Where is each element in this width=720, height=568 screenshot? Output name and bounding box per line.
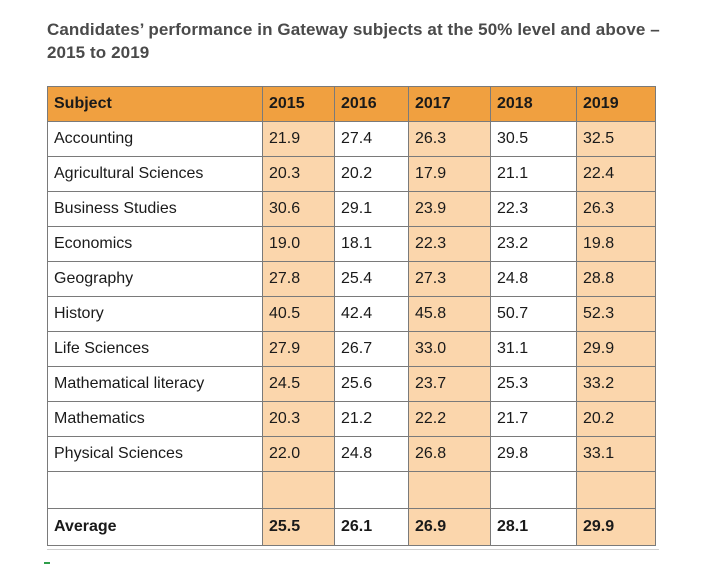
subject-cell: Agricultural Sciences bbox=[47, 156, 263, 192]
value-cell-2017: 22.2 bbox=[408, 401, 491, 437]
value-cell-2015: 27.9 bbox=[262, 331, 335, 367]
value-cell-2018: 24.8 bbox=[490, 261, 577, 297]
subject-cell: Life Sciences bbox=[47, 331, 263, 367]
subject-cell: Geography bbox=[47, 261, 263, 297]
subject-cell: Economics bbox=[47, 226, 263, 262]
subject-cell: Business Studies bbox=[47, 191, 263, 227]
average-cell-2016: 26.1 bbox=[334, 508, 409, 546]
average-row: Average 25.5 26.1 26.9 28.1 29.9 bbox=[47, 508, 656, 546]
value-cell-2018: 25.3 bbox=[490, 366, 577, 402]
value-cell-2017: 26.8 bbox=[408, 436, 491, 472]
average-cell-2015: 25.5 bbox=[262, 508, 335, 546]
value-cell-2019: 29.9 bbox=[576, 331, 656, 367]
value-cell-2019: 22.4 bbox=[576, 156, 656, 192]
table-row: Business Studies 30.6 29.1 23.9 22.3 26.… bbox=[47, 191, 656, 227]
value-cell-2016: 21.2 bbox=[334, 401, 409, 437]
value-cell-2017: 26.3 bbox=[408, 121, 491, 157]
value-cell-2015: 21.9 bbox=[262, 121, 335, 157]
bottom-divider bbox=[47, 549, 659, 550]
value-cell-2016: 18.1 bbox=[334, 226, 409, 262]
value-cell-2019: 33.2 bbox=[576, 366, 656, 402]
value-cell-2015: 20.3 bbox=[262, 156, 335, 192]
value-cell-2019: 32.5 bbox=[576, 121, 656, 157]
value-cell-2017: 17.9 bbox=[408, 156, 491, 192]
subject-cell: History bbox=[47, 296, 263, 332]
table-row: History 40.5 42.4 45.8 50.7 52.3 bbox=[47, 296, 656, 332]
table-row: Accounting 21.9 27.4 26.3 30.5 32.5 bbox=[47, 121, 656, 157]
value-cell-2019: 33.1 bbox=[576, 436, 656, 472]
empty-cell bbox=[576, 471, 656, 509]
value-cell-2017: 23.9 bbox=[408, 191, 491, 227]
header-cell-2019: 2019 bbox=[576, 86, 656, 122]
value-cell-2018: 23.2 bbox=[490, 226, 577, 262]
performance-table: Subject 2015 2016 2017 2018 2019 Account… bbox=[47, 86, 656, 546]
value-cell-2017: 45.8 bbox=[408, 296, 491, 332]
value-cell-2016: 25.6 bbox=[334, 366, 409, 402]
value-cell-2018: 31.1 bbox=[490, 331, 577, 367]
average-cell-2018: 28.1 bbox=[490, 508, 577, 546]
table-row: Economics 19.0 18.1 22.3 23.2 19.8 bbox=[47, 226, 656, 262]
value-cell-2018: 50.7 bbox=[490, 296, 577, 332]
header-cell-subject: Subject bbox=[47, 86, 263, 122]
subject-cell: Accounting bbox=[47, 121, 263, 157]
header-cell-2015: 2015 bbox=[262, 86, 335, 122]
table-row: Mathematical literacy 24.5 25.6 23.7 25.… bbox=[47, 366, 656, 402]
value-cell-2017: 33.0 bbox=[408, 331, 491, 367]
value-cell-2019: 20.2 bbox=[576, 401, 656, 437]
value-cell-2015: 19.0 bbox=[262, 226, 335, 262]
header-cell-2017: 2017 bbox=[408, 86, 491, 122]
value-cell-2019: 28.8 bbox=[576, 261, 656, 297]
value-cell-2016: 20.2 bbox=[334, 156, 409, 192]
value-cell-2018: 21.7 bbox=[490, 401, 577, 437]
value-cell-2016: 42.4 bbox=[334, 296, 409, 332]
value-cell-2015: 27.8 bbox=[262, 261, 335, 297]
subject-cell: Mathematical literacy bbox=[47, 366, 263, 402]
table-row: Agricultural Sciences 20.3 20.2 17.9 21.… bbox=[47, 156, 656, 192]
slide-marker bbox=[44, 562, 50, 564]
average-cell-2017: 26.9 bbox=[408, 508, 491, 546]
value-cell-2019: 52.3 bbox=[576, 296, 656, 332]
header-cell-2018: 2018 bbox=[490, 86, 577, 122]
value-cell-2017: 22.3 bbox=[408, 226, 491, 262]
subject-cell: Mathematics bbox=[47, 401, 263, 437]
empty-cell bbox=[334, 471, 409, 509]
value-cell-2016: 27.4 bbox=[334, 121, 409, 157]
value-cell-2019: 19.8 bbox=[576, 226, 656, 262]
value-cell-2019: 26.3 bbox=[576, 191, 656, 227]
value-cell-2018: 30.5 bbox=[490, 121, 577, 157]
value-cell-2016: 25.4 bbox=[334, 261, 409, 297]
value-cell-2015: 20.3 bbox=[262, 401, 335, 437]
value-cell-2017: 23.7 bbox=[408, 366, 491, 402]
value-cell-2018: 21.1 bbox=[490, 156, 577, 192]
table-row: Life Sciences 27.9 26.7 33.0 31.1 29.9 bbox=[47, 331, 656, 367]
value-cell-2015: 40.5 bbox=[262, 296, 335, 332]
value-cell-2015: 30.6 bbox=[262, 191, 335, 227]
value-cell-2016: 29.1 bbox=[334, 191, 409, 227]
blank-row bbox=[47, 471, 656, 509]
value-cell-2016: 26.7 bbox=[334, 331, 409, 367]
empty-cell bbox=[490, 471, 577, 509]
table-row: Physical Sciences 22.0 24.8 26.8 29.8 33… bbox=[47, 436, 656, 472]
header-cell-2016: 2016 bbox=[334, 86, 409, 122]
value-cell-2017: 27.3 bbox=[408, 261, 491, 297]
subject-cell: Physical Sciences bbox=[47, 436, 263, 472]
empty-cell bbox=[262, 471, 335, 509]
value-cell-2015: 22.0 bbox=[262, 436, 335, 472]
empty-cell bbox=[47, 471, 263, 509]
table-title: Candidates’ performance in Gateway subje… bbox=[47, 20, 660, 62]
average-label: Average bbox=[47, 508, 263, 546]
value-cell-2016: 24.8 bbox=[334, 436, 409, 472]
table-row: Geography 27.8 25.4 27.3 24.8 28.8 bbox=[47, 261, 656, 297]
empty-cell bbox=[408, 471, 491, 509]
value-cell-2018: 22.3 bbox=[490, 191, 577, 227]
average-cell-2019: 29.9 bbox=[576, 508, 656, 546]
table-row: Mathematics 20.3 21.2 22.2 21.7 20.2 bbox=[47, 401, 656, 437]
value-cell-2015: 24.5 bbox=[262, 366, 335, 402]
value-cell-2018: 29.8 bbox=[490, 436, 577, 472]
header-row: Subject 2015 2016 2017 2018 2019 bbox=[47, 86, 656, 122]
